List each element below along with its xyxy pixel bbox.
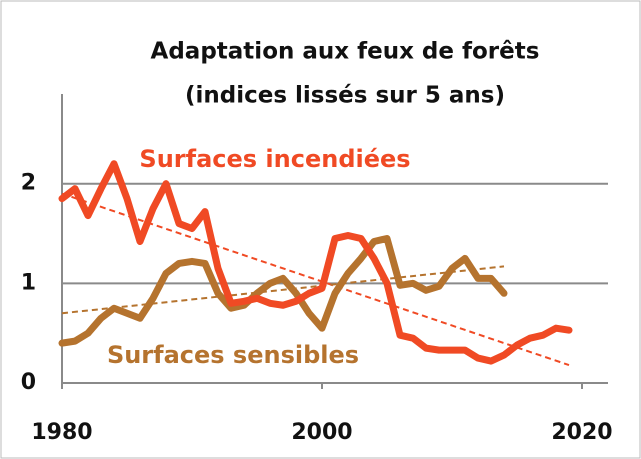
x-tick-label: 2020: [551, 420, 612, 445]
y-tick-label: 1: [21, 270, 36, 295]
trend-line: [61, 192, 570, 367]
x-tick-label: 2000: [291, 420, 352, 445]
series-label: Surfaces incendiées: [139, 145, 410, 173]
trend-line: [61, 265, 505, 315]
y-tick-label: 0: [21, 370, 36, 395]
line: [58, 160, 573, 365]
line: [58, 235, 508, 347]
series-label: Surfaces sensibles: [107, 341, 359, 369]
x-tick-label: 1980: [31, 420, 92, 445]
chart-title: Adaptation aux feux de forêts: [151, 39, 540, 65]
chart-title: (indices lissés sur 5 ans): [185, 83, 505, 109]
y-tick-label: 2: [21, 171, 36, 196]
